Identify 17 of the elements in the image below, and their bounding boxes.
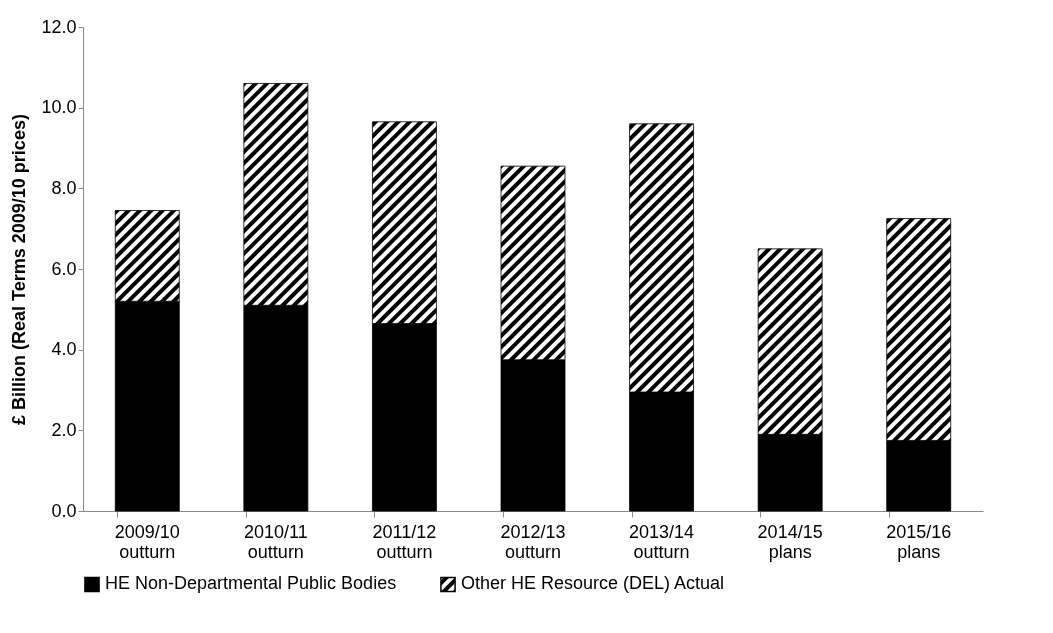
x-tick-label: 2010/11 outturn xyxy=(243,521,308,562)
x-tick-label: 2011/12 outturn xyxy=(372,521,437,562)
y-tick-label: 8.0 xyxy=(51,177,77,198)
x-tick-label: 2009/10 outturn xyxy=(114,521,180,562)
legend-label: Other HE Resource (DEL) Actual xyxy=(461,573,725,594)
legend-label: HE Non-Departmental Public Bodies xyxy=(105,573,397,594)
y-tick-label: 2.0 xyxy=(51,419,77,440)
y-tick-label: 0.0 xyxy=(51,500,77,521)
y-tick-label: 4.0 xyxy=(51,339,77,360)
y-tick-label: 10.0 xyxy=(41,97,77,118)
x-tick-label: 2014/15 plans xyxy=(757,521,823,562)
x-tick-label: 2012/13 outturn xyxy=(500,521,566,562)
y-tick-label: 12.0 xyxy=(41,16,77,37)
x-tick-label: 2015/16 plans xyxy=(886,521,952,562)
y-tick-label: 6.0 xyxy=(51,258,77,279)
x-tick-label: 2013/14 outturn xyxy=(629,521,695,562)
y-axis-title: £ Billion (Real Terms 2009/10 prices) xyxy=(9,114,30,425)
